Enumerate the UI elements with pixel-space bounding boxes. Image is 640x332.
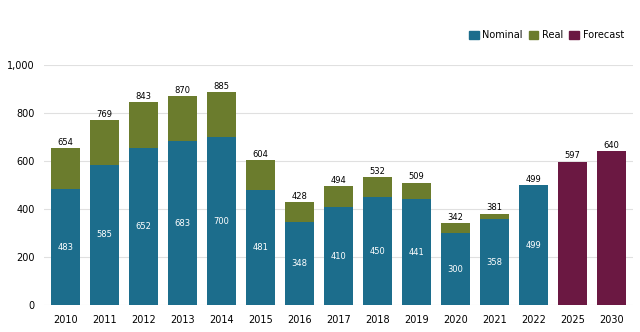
- Bar: [90, 165, 119, 305]
- Text: 769: 769: [97, 110, 113, 119]
- Text: 499: 499: [525, 241, 541, 250]
- Bar: [168, 141, 197, 305]
- Bar: [168, 96, 197, 141]
- Text: 870: 870: [175, 86, 191, 95]
- Bar: [402, 199, 431, 305]
- Text: 450: 450: [370, 247, 385, 256]
- Bar: [246, 190, 275, 305]
- Bar: [324, 187, 353, 207]
- Text: 358: 358: [486, 258, 502, 267]
- Text: 652: 652: [136, 222, 152, 231]
- Text: 494: 494: [331, 176, 346, 185]
- Text: 342: 342: [448, 212, 463, 221]
- Bar: [480, 214, 509, 219]
- Text: 441: 441: [409, 248, 424, 257]
- Text: 604: 604: [253, 149, 269, 159]
- Bar: [129, 103, 158, 148]
- Bar: [90, 120, 119, 165]
- Text: 683: 683: [175, 219, 191, 228]
- Text: 532: 532: [370, 167, 386, 176]
- Bar: [324, 207, 353, 305]
- Bar: [597, 151, 626, 305]
- Text: 381: 381: [486, 203, 502, 212]
- Text: 483: 483: [58, 243, 74, 252]
- Bar: [207, 92, 236, 137]
- Bar: [285, 221, 314, 305]
- Text: 640: 640: [604, 141, 620, 150]
- Text: 654: 654: [58, 137, 74, 146]
- Text: 509: 509: [409, 172, 424, 181]
- Bar: [363, 197, 392, 305]
- Bar: [480, 219, 509, 305]
- Text: 410: 410: [331, 252, 346, 261]
- Bar: [129, 148, 158, 305]
- Bar: [51, 148, 81, 189]
- Bar: [363, 177, 392, 197]
- Text: 843: 843: [136, 92, 152, 101]
- Text: 300: 300: [448, 265, 463, 274]
- Bar: [558, 162, 588, 305]
- Bar: [207, 137, 236, 305]
- Text: 348: 348: [292, 259, 308, 268]
- Bar: [402, 183, 431, 199]
- Text: 700: 700: [214, 216, 230, 226]
- Bar: [441, 233, 470, 305]
- Bar: [246, 160, 275, 190]
- Text: 597: 597: [564, 151, 580, 160]
- Text: 481: 481: [253, 243, 269, 252]
- Text: 428: 428: [292, 192, 308, 201]
- Text: 499: 499: [525, 175, 541, 184]
- Text: 885: 885: [214, 82, 230, 91]
- Bar: [519, 185, 548, 305]
- Legend: Nominal, Real, Forecast: Nominal, Real, Forecast: [465, 26, 628, 44]
- Text: 585: 585: [97, 230, 113, 239]
- Bar: [441, 223, 470, 233]
- Bar: [285, 202, 314, 221]
- Bar: [51, 189, 81, 305]
